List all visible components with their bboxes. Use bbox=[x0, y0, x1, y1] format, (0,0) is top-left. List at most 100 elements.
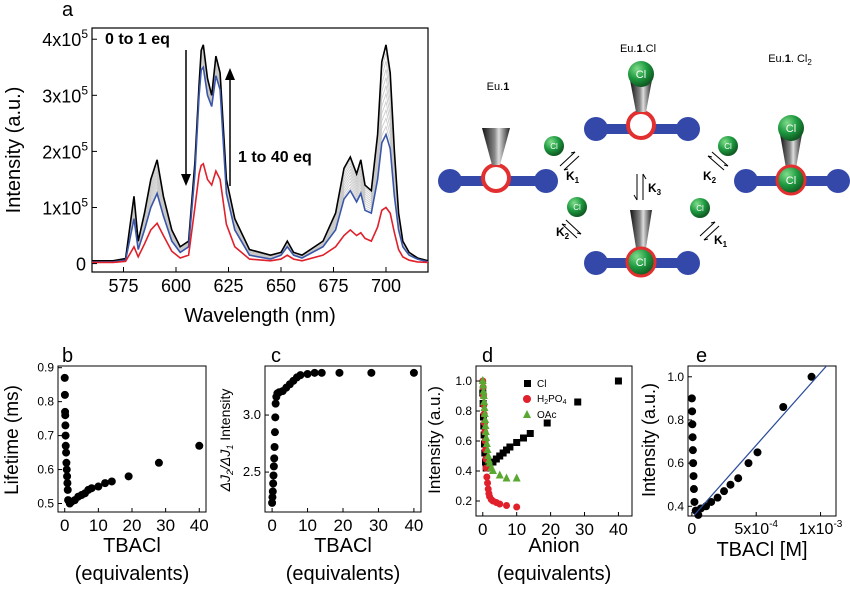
point-d-cl-22 bbox=[614, 377, 622, 385]
complex-eu1cl-top: Cl bbox=[584, 61, 700, 141]
point-d-oac-4 bbox=[480, 397, 489, 405]
a-y-tick-label-200000: 2x105 bbox=[42, 139, 88, 162]
panel-a-intermediate-spectra bbox=[92, 46, 429, 263]
panel-a-letter: a bbox=[62, 0, 74, 21]
spectrum-intermediate-6 bbox=[92, 55, 429, 262]
point-b-s0-27 bbox=[195, 441, 204, 450]
y-tick-label-b-0.8: 0.8 bbox=[37, 395, 54, 409]
spectrum-intermediate-4 bbox=[92, 51, 429, 262]
svg-text:Cl: Cl bbox=[636, 69, 646, 81]
point-d-cl-20 bbox=[543, 419, 551, 427]
k1-label-top: K1 bbox=[566, 169, 580, 185]
point-e-s0-17 bbox=[734, 474, 743, 483]
point-b-s0-11 bbox=[63, 479, 72, 488]
a-y-tick-label-300000: 3x105 bbox=[42, 83, 88, 106]
point-e-s0-13 bbox=[707, 497, 716, 506]
point-b-s0-12 bbox=[63, 485, 72, 494]
panel-a-x-label: Wavelength (nm) bbox=[184, 305, 336, 327]
point-c-s0-24 bbox=[367, 368, 376, 377]
panel-c-axes: 0 10 20 30 40 2.5 3.0 bbox=[243, 407, 423, 535]
spectrum-red bbox=[92, 162, 429, 264]
panel-b-x-label-units: (equivalents) bbox=[75, 563, 190, 585]
point-d-cl-19 bbox=[526, 430, 534, 437]
svg-text:Cl: Cl bbox=[724, 142, 732, 151]
x-tick-label-e-0: 0 bbox=[687, 521, 696, 538]
panel-d-axes: 0 10 20 30 40 0.2 0.4 0.6 0.8 1.0 bbox=[455, 374, 628, 539]
point-b-s0-21 bbox=[87, 484, 96, 493]
panel-e-fit-line bbox=[693, 366, 828, 516]
point-c-s0-21 bbox=[310, 368, 319, 377]
point-e-s0-8 bbox=[690, 497, 699, 506]
point-d-oac-20 bbox=[512, 473, 521, 482]
point-e-s0-21 bbox=[807, 372, 816, 381]
point-d-cl-18 bbox=[519, 434, 527, 442]
panel-a-y-label: Intensity (a.u.) bbox=[3, 87, 25, 214]
point-b-s0-6 bbox=[61, 441, 70, 450]
y-tick-label-d-0.6: 0.6 bbox=[455, 434, 472, 448]
x-tick-label-b-0: 0 bbox=[60, 516, 69, 535]
panel-b-points bbox=[60, 373, 204, 508]
panel-d-x-label-units: (equivalents) bbox=[497, 563, 612, 585]
panel-a: a 575 600 625 650 675 700 0 1x105 2x105 3x105 4x1… bbox=[3, 0, 429, 327]
a-x-tick-label-650: 650 bbox=[266, 276, 296, 296]
panel-a-x-axis: 575 600 625 650 675 700 bbox=[108, 267, 401, 296]
panel-d-y-label: Intensity (a.u.) bbox=[425, 386, 444, 494]
label-eu1cl: Eu.1.Cl bbox=[620, 43, 656, 55]
panel-b-frame bbox=[57, 365, 207, 513]
point-c-s0-6 bbox=[270, 454, 279, 463]
y-tick-label-e-0.6: 0.6 bbox=[667, 456, 684, 470]
a-y-tick-label-100000: 1x105 bbox=[42, 195, 88, 218]
free-chloride-1: Cl bbox=[544, 136, 564, 156]
point-d-oac-11 bbox=[482, 439, 491, 447]
spectrum-intermediate-7 bbox=[92, 57, 429, 262]
panel-d-x-label: Anion bbox=[528, 535, 579, 557]
panel-e-letter: e bbox=[696, 345, 707, 367]
point-c-s0-23 bbox=[335, 368, 344, 377]
point-c-s0-22 bbox=[317, 368, 326, 377]
panel-c-y-label: ΔJ2/ΔJ1 Intensity bbox=[217, 389, 235, 493]
spectrum-blue bbox=[92, 65, 429, 263]
point-e-s0-0 bbox=[687, 394, 696, 403]
arrow-up-head bbox=[225, 68, 235, 80]
y-tick-label-d-0.8: 0.8 bbox=[455, 404, 472, 418]
legend-marker-cl bbox=[524, 380, 531, 387]
point-c-s0-10 bbox=[271, 399, 280, 408]
point-b-s0-26 bbox=[154, 458, 163, 467]
point-d-oac-18 bbox=[495, 470, 504, 479]
complex-eu1cl2: Cl Cl bbox=[734, 115, 850, 196]
point-d-oac-6 bbox=[480, 409, 489, 417]
panel-e: e 0 5x10-4 1x10-3 0.4 0.6 0.8 1.0 TBACl [M] In… bbox=[639, 345, 843, 561]
y-tick-label-d-0.2: 0.2 bbox=[455, 494, 472, 508]
y-tick-label-b-0.6: 0.6 bbox=[37, 463, 54, 477]
point-b-s0-22 bbox=[94, 482, 103, 491]
spectrum-intermediate-2 bbox=[92, 47, 429, 262]
panel-e-y-label: Intensity (a.u.) bbox=[639, 383, 659, 497]
panel-a-spectra bbox=[92, 44, 429, 264]
point-b-s0-4 bbox=[61, 421, 70, 430]
svg-text:Cl: Cl bbox=[573, 203, 581, 212]
label-eu1cl2: Eu.1. Cl2 bbox=[768, 53, 812, 67]
point-d-oac-7 bbox=[481, 415, 490, 423]
point-b-s0-25 bbox=[124, 472, 133, 481]
reaction-scheme: Eu.1 Eu.1.Cl Eu.1. Cl2 Cl bbox=[438, 43, 850, 278]
panel-b-y-label: Lifetime (ms) bbox=[2, 385, 23, 495]
point-b-s0-8 bbox=[62, 458, 71, 467]
point-c-s0-4 bbox=[269, 471, 278, 480]
point-b-s0-1 bbox=[60, 390, 69, 399]
a-x-tick-label-600: 600 bbox=[161, 276, 191, 296]
a-y-tick-label-400000: 4x105 bbox=[42, 27, 88, 50]
point-d-oac-3 bbox=[479, 391, 488, 399]
k3-label: K3 bbox=[648, 181, 662, 197]
spectrum-initial bbox=[92, 44, 429, 262]
point-d-h2po4-20 bbox=[503, 502, 511, 509]
annotation-down: 0 to 1 eq bbox=[105, 31, 170, 48]
free-chloride-4: Cl bbox=[690, 198, 710, 218]
point-e-s0-19 bbox=[753, 448, 762, 457]
point-c-s0-8 bbox=[270, 428, 279, 437]
point-d-oac-19 bbox=[502, 473, 511, 482]
legend-marker-h2po4 bbox=[523, 395, 531, 403]
y-tick-label-b-0.7: 0.7 bbox=[37, 429, 54, 443]
point-e-s0-3 bbox=[688, 433, 697, 442]
point-b-s0-3 bbox=[61, 411, 70, 420]
spectrum-intermediate-8 bbox=[92, 59, 429, 262]
